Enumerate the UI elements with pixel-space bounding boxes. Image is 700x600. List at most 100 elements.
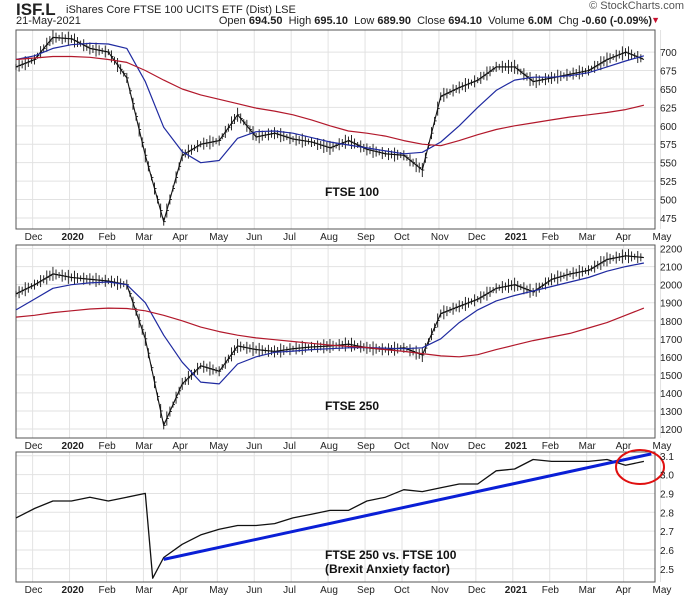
x-tick-label: 2021 bbox=[505, 585, 528, 596]
x-tick-label: May bbox=[209, 232, 228, 243]
y-tick-label: 1400 bbox=[660, 389, 683, 400]
ma50-line bbox=[15, 262, 645, 385]
x-tick-label: Sep bbox=[357, 585, 375, 596]
open-label: Open bbox=[218, 15, 246, 27]
x-tick-label: 2021 bbox=[505, 441, 528, 452]
ma200-line bbox=[15, 307, 645, 358]
x-tick-label: May bbox=[653, 232, 672, 243]
x-tick-label: Feb bbox=[98, 585, 116, 596]
panel-title: FTSE 100 bbox=[325, 185, 379, 199]
x-tick-label: Aug bbox=[320, 585, 338, 596]
x-tick-label: Mar bbox=[135, 585, 153, 596]
chg-label: Chg bbox=[558, 15, 579, 27]
x-tick-label: Oct bbox=[394, 585, 410, 596]
x-tick-label: Feb bbox=[542, 441, 560, 452]
x-tick-label: Apr bbox=[172, 441, 188, 452]
x-tick-label: May bbox=[653, 441, 672, 452]
y-tick-label: 1200 bbox=[660, 425, 683, 436]
y-tick-label: 600 bbox=[660, 122, 677, 133]
panel-frame bbox=[15, 451, 656, 583]
y-tick-label: 650 bbox=[660, 85, 677, 96]
x-tick-label: Mar bbox=[135, 441, 153, 452]
x-tick-label: Dec bbox=[468, 585, 486, 596]
fund-name-text: iShares Core FTSE 100 UCITS ETF (Dist) bbox=[66, 4, 272, 16]
x-tick-label: Jun bbox=[246, 232, 262, 243]
chg-value: -0.60 (-0.09%) bbox=[581, 15, 652, 27]
y-tick-label: 2.6 bbox=[660, 546, 674, 557]
y-tick-label: 675 bbox=[660, 67, 677, 78]
y-tick-label: 3.0 bbox=[660, 471, 674, 482]
fund-name: iShares Core FTSE 100 UCITS ETF (Dist) L… bbox=[66, 4, 296, 16]
open-value: 694.50 bbox=[248, 15, 283, 27]
y-tick-label: 3.1 bbox=[660, 452, 674, 463]
ticker-symbol: ISF.L bbox=[16, 0, 56, 19]
y-tick-label: 1700 bbox=[660, 335, 683, 346]
x-tick-label: Jul bbox=[283, 232, 296, 243]
x-tick-label: Oct bbox=[394, 441, 410, 452]
x-tick-label: 2020 bbox=[62, 585, 85, 596]
low-value: 689.90 bbox=[377, 15, 411, 27]
x-tick-label: Nov bbox=[431, 232, 449, 243]
x-tick-label: Dec bbox=[25, 232, 43, 243]
volume-label: Volume bbox=[488, 15, 525, 27]
x-tick-label: Dec bbox=[468, 232, 486, 243]
exchange-label: LSE bbox=[275, 4, 296, 16]
x-tick-label: May bbox=[209, 441, 228, 452]
x-tick-label: Feb bbox=[542, 232, 560, 243]
y-tick-label: 2.5 bbox=[660, 565, 674, 576]
x-tick-label: May bbox=[653, 585, 672, 596]
x-tick-label: 2020 bbox=[62, 441, 85, 452]
panel-frame bbox=[15, 29, 656, 230]
x-tick-label: Mar bbox=[135, 232, 153, 243]
y-tick-label: 1600 bbox=[660, 353, 683, 364]
x-tick-label: Apr bbox=[616, 585, 632, 596]
trendline bbox=[163, 452, 652, 561]
quote-date: 21-May-2021 bbox=[16, 15, 81, 27]
y-tick-label: 525 bbox=[660, 177, 677, 188]
x-tick-label: Jul bbox=[283, 585, 296, 596]
y-tick-label: 700 bbox=[660, 48, 677, 59]
y-tick-label: 1300 bbox=[660, 407, 683, 418]
y-tick-label: 1800 bbox=[660, 317, 683, 328]
panel-title: FTSE 250 bbox=[325, 399, 379, 413]
y-tick-label: 1900 bbox=[660, 299, 683, 310]
panel-subtitle: (Brexit Anxiety factor) bbox=[325, 562, 450, 576]
x-tick-label: Mar bbox=[579, 232, 597, 243]
y-tick-label: 2200 bbox=[660, 245, 683, 256]
x-tick-label: Mar bbox=[579, 441, 597, 452]
close-value: 694.10 bbox=[448, 15, 482, 27]
x-tick-label: Jun bbox=[246, 441, 262, 452]
x-tick-label: Aug bbox=[320, 441, 338, 452]
y-tick-label: 625 bbox=[660, 103, 677, 114]
y-tick-label: 500 bbox=[660, 196, 677, 207]
x-tick-label: Feb bbox=[542, 585, 560, 596]
down-arrow-icon: ▼ bbox=[651, 15, 660, 25]
y-tick-label: 2100 bbox=[660, 263, 683, 274]
y-tick-label: 550 bbox=[660, 159, 677, 170]
x-tick-label: Apr bbox=[172, 232, 188, 243]
y-tick-label: 1500 bbox=[660, 371, 683, 382]
panel-frame bbox=[15, 244, 656, 439]
x-tick-label: Feb bbox=[98, 441, 116, 452]
y-tick-label: 2.9 bbox=[660, 489, 674, 500]
low-label: Low bbox=[354, 15, 375, 27]
ma200-line bbox=[15, 55, 645, 147]
close-label: Close bbox=[417, 15, 446, 27]
x-tick-label: Jun bbox=[246, 585, 262, 596]
x-tick-label: 2020 bbox=[62, 232, 85, 243]
y-tick-label: 2.7 bbox=[660, 527, 674, 538]
x-tick-label: Nov bbox=[431, 585, 449, 596]
volume-value: 6.0M bbox=[527, 15, 553, 27]
panel-2 bbox=[15, 244, 662, 439]
x-tick-label: Aug bbox=[320, 232, 338, 243]
x-tick-label: Apr bbox=[172, 585, 188, 596]
x-tick-label: Oct bbox=[394, 232, 410, 243]
panel-3 bbox=[15, 449, 665, 583]
panel-title: FTSE 250 vs. FTSE 100 bbox=[325, 548, 457, 562]
x-tick-label: Dec bbox=[468, 441, 486, 452]
y-tick-label: 475 bbox=[660, 214, 677, 225]
x-tick-label: 2021 bbox=[505, 232, 528, 243]
x-tick-label: Mar bbox=[579, 585, 597, 596]
high-label: High bbox=[288, 15, 312, 27]
